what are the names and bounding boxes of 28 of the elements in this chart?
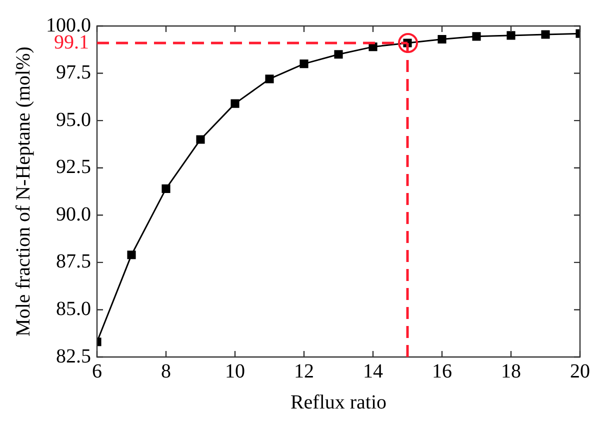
y-tick-label: 87.5 [56,250,91,273]
x-tick-label: 10 [225,360,245,382]
y-tick-label: 85.0 [56,298,91,320]
x-tick-label: 6 [92,360,102,382]
x-tick-label: 18 [501,360,521,382]
x-tick-label: 20 [570,360,590,382]
y-tick-label: 90.0 [56,203,91,226]
x-tick-label: 12 [294,360,314,382]
y-tick-label: 82.5 [56,345,91,368]
point [300,60,308,68]
y-tick-label: 92.5 [56,156,91,178]
x-tick-label: 16 [432,360,452,382]
point [541,30,550,39]
point [334,50,343,59]
point [162,184,170,193]
point [196,135,205,144]
y-axis-title: Mole fraction of N-Heptane (mol%) [12,46,34,336]
point [127,250,136,260]
point [265,74,274,84]
point [506,31,516,40]
x-tick-label: 8 [161,360,171,382]
point [230,99,240,108]
y-tick-label: 97.5 [56,62,91,84]
x-tick-label: 14 [363,360,383,382]
point [438,34,446,44]
x-axis-title: Reflux ratio [290,391,387,414]
point [472,32,481,41]
y-tick-label: 95.0 [56,108,91,131]
